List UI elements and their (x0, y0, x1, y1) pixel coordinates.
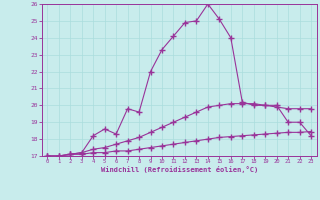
X-axis label: Windchill (Refroidissement éolien,°C): Windchill (Refroidissement éolien,°C) (100, 166, 258, 173)
